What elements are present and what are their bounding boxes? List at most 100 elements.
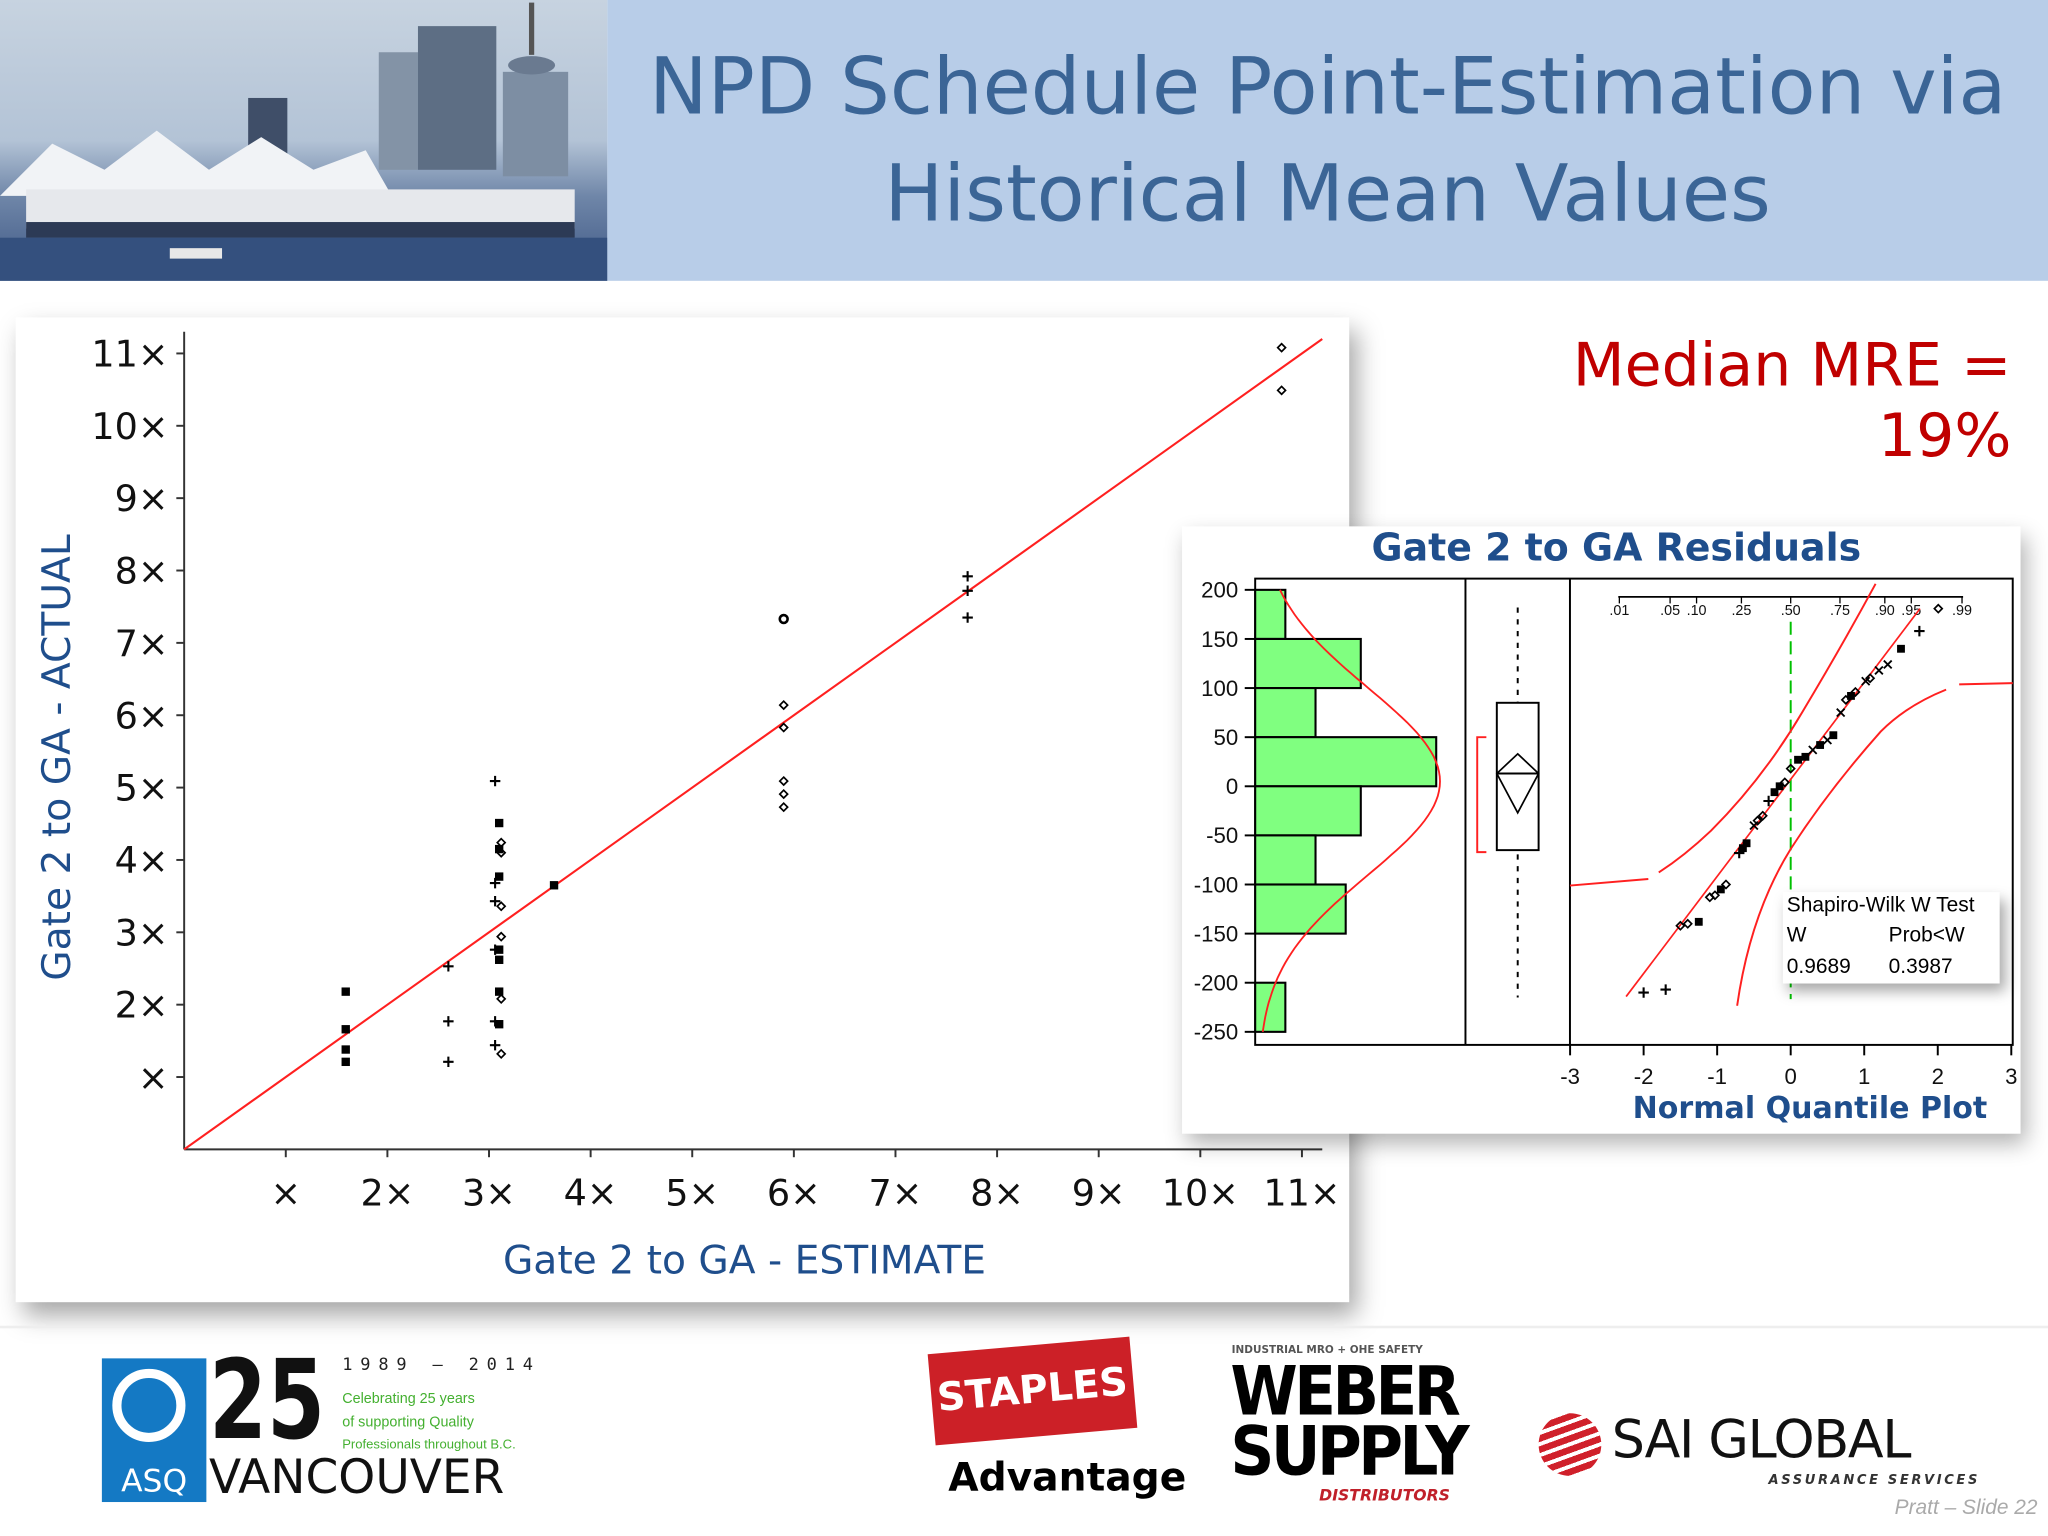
quantile-x-tick-label: -2 [1634, 1064, 1654, 1089]
data-point [778, 788, 789, 800]
hist-y-tick-label: 200 [1201, 578, 1238, 603]
data-point [494, 987, 504, 996]
quantile-point [1738, 844, 1747, 853]
y-tick-label: 7× [115, 622, 169, 665]
data-point [341, 1057, 350, 1067]
data-point [778, 613, 789, 625]
histogram-bar [1254, 785, 1362, 837]
title-banner [607, 0, 2048, 281]
data-point [1276, 385, 1287, 396]
residuals-charts: 200 150 100 50 0 -50 -100 -150 -200 -250 -3 -2 -1 0 1 2… [1194, 577, 2017, 1089]
data-point [489, 877, 501, 889]
probability-tick-label: .99 [1952, 603, 1972, 619]
x-tick-label: 9× [1072, 1172, 1126, 1215]
x-tick-label: 3× [462, 1172, 516, 1215]
quantile-point [1720, 879, 1732, 890]
staples-logo: STAPLES [927, 1336, 1138, 1446]
confidence-band-lower [1736, 682, 2013, 1006]
data-point [549, 881, 559, 890]
histogram-bar [1254, 883, 1347, 935]
quantile-point [1836, 708, 1846, 718]
quantile-point [1770, 788, 1779, 797]
shapiro-wilk-box: Shapiro-Wilk W Test W Prob<W 0.9689 0.39… [1782, 892, 2000, 984]
quantile-point [1763, 795, 1774, 807]
x-axis-label: Gate 2 to GA - ESTIMATE [502, 1238, 987, 1284]
data-point [778, 775, 789, 787]
histogram-bar [1254, 981, 1287, 1033]
data-point [489, 895, 501, 907]
supply-word: SUPPLY [1230, 1413, 1469, 1492]
data-point [496, 993, 507, 1004]
y-tick-label: 6× [115, 694, 169, 737]
quantile-point [1752, 815, 1763, 826]
y-tick-label: 3× [115, 911, 169, 954]
asq-years: 1989 – 2014 [342, 1355, 541, 1376]
hist-y-tick-label: -100 [1194, 872, 1238, 897]
y-tick-label: 5× [115, 767, 169, 810]
y-tick-label: × [138, 1056, 169, 1099]
hist-y-tick-label: -250 [1194, 1020, 1238, 1045]
data-point [494, 818, 504, 828]
hist-y-tick-label: 0 [1226, 774, 1238, 799]
shapiro-w-header: W [1786, 924, 1807, 947]
data-point [494, 844, 504, 854]
data-point [489, 944, 501, 955]
data-point [962, 585, 973, 596]
quantile-point [1660, 984, 1671, 995]
data-point [494, 955, 504, 964]
data-point [778, 699, 789, 711]
quantile-x-tick-label: 1 [1858, 1064, 1870, 1089]
x-tick-label: 10× [1162, 1172, 1239, 1215]
quantile-point [1829, 731, 1838, 740]
quantile-x-tick-label: -3 [1560, 1064, 1580, 1089]
data-point [496, 847, 507, 858]
y-tick-label: 2× [115, 984, 169, 1027]
y-tick-label: 10× [91, 405, 168, 448]
quantile-point [1850, 686, 1861, 698]
histogram-bar [1254, 834, 1317, 886]
quantile-point [1808, 745, 1818, 755]
slide-title-line-1: NPD Schedule Point-Estimation via [648, 41, 2007, 134]
hist-y-tick-label: 150 [1201, 627, 1238, 652]
data-point [496, 901, 507, 912]
probability-tick-label: .95 [1901, 603, 1921, 619]
sai-global-logo: SAI GLOBAL [1611, 1410, 1912, 1471]
histogram-bar [1254, 687, 1317, 739]
y-tick-label: 8× [115, 550, 169, 593]
hist-y-tick-label: -50 [1206, 823, 1238, 848]
reference-line-y-equals-x [183, 338, 1323, 1151]
x-tick-label: 5× [665, 1172, 719, 1215]
main-scatter-chart: × 2× 3× 4× 5× 6× 7× 8× 9× 10× 11× × 2× 3× 4× 5× 6× 7× 8× 9×… [91, 331, 1341, 1215]
slide-footer-note: Pratt – Slide 22 [1894, 1496, 2038, 1520]
probability-tick-label: .05 [1660, 603, 1680, 619]
quantile-x-tick-label: 3 [2005, 1064, 2017, 1089]
x-tick-label: 7× [869, 1172, 923, 1215]
quantile-point [1794, 755, 1802, 764]
data-point [443, 961, 454, 972]
quantile-point [1933, 603, 1944, 614]
histogram-bar [1254, 588, 1287, 640]
weber-logo: WEBER SUPPLY [1230, 1353, 1469, 1492]
quantile-point [1682, 918, 1693, 929]
data-point [489, 1039, 501, 1051]
histogram-bar [1254, 736, 1438, 788]
median-mre-label: Median MRE = 19% [1572, 329, 2012, 471]
quantile-point [1675, 920, 1686, 931]
vancouver-harbour-photo [0, 0, 608, 281]
shapiro-title: Shapiro-Wilk W Test [1786, 894, 1975, 917]
x-tick-label: 6× [767, 1172, 821, 1215]
quantile-point [1883, 659, 1893, 670]
weber-word: WEBER [1230, 1353, 1460, 1432]
probability-tick-label: .10 [1687, 603, 1707, 619]
x-tick-label: 2× [360, 1172, 414, 1215]
weber-tagline: INDUSTRIAL MRO + OHE SAFETY [1231, 1343, 1423, 1356]
probability-tick-label: .90 [1875, 603, 1895, 619]
data-point [443, 1016, 454, 1027]
y-tick-label: 9× [115, 477, 169, 520]
probability-tick-label: .25 [1731, 603, 1751, 619]
data-point [494, 1020, 504, 1029]
x-tick-label: 8× [970, 1172, 1024, 1215]
probability-tick-label: .01 [1609, 603, 1629, 619]
x-tick-label: 4× [564, 1172, 618, 1215]
